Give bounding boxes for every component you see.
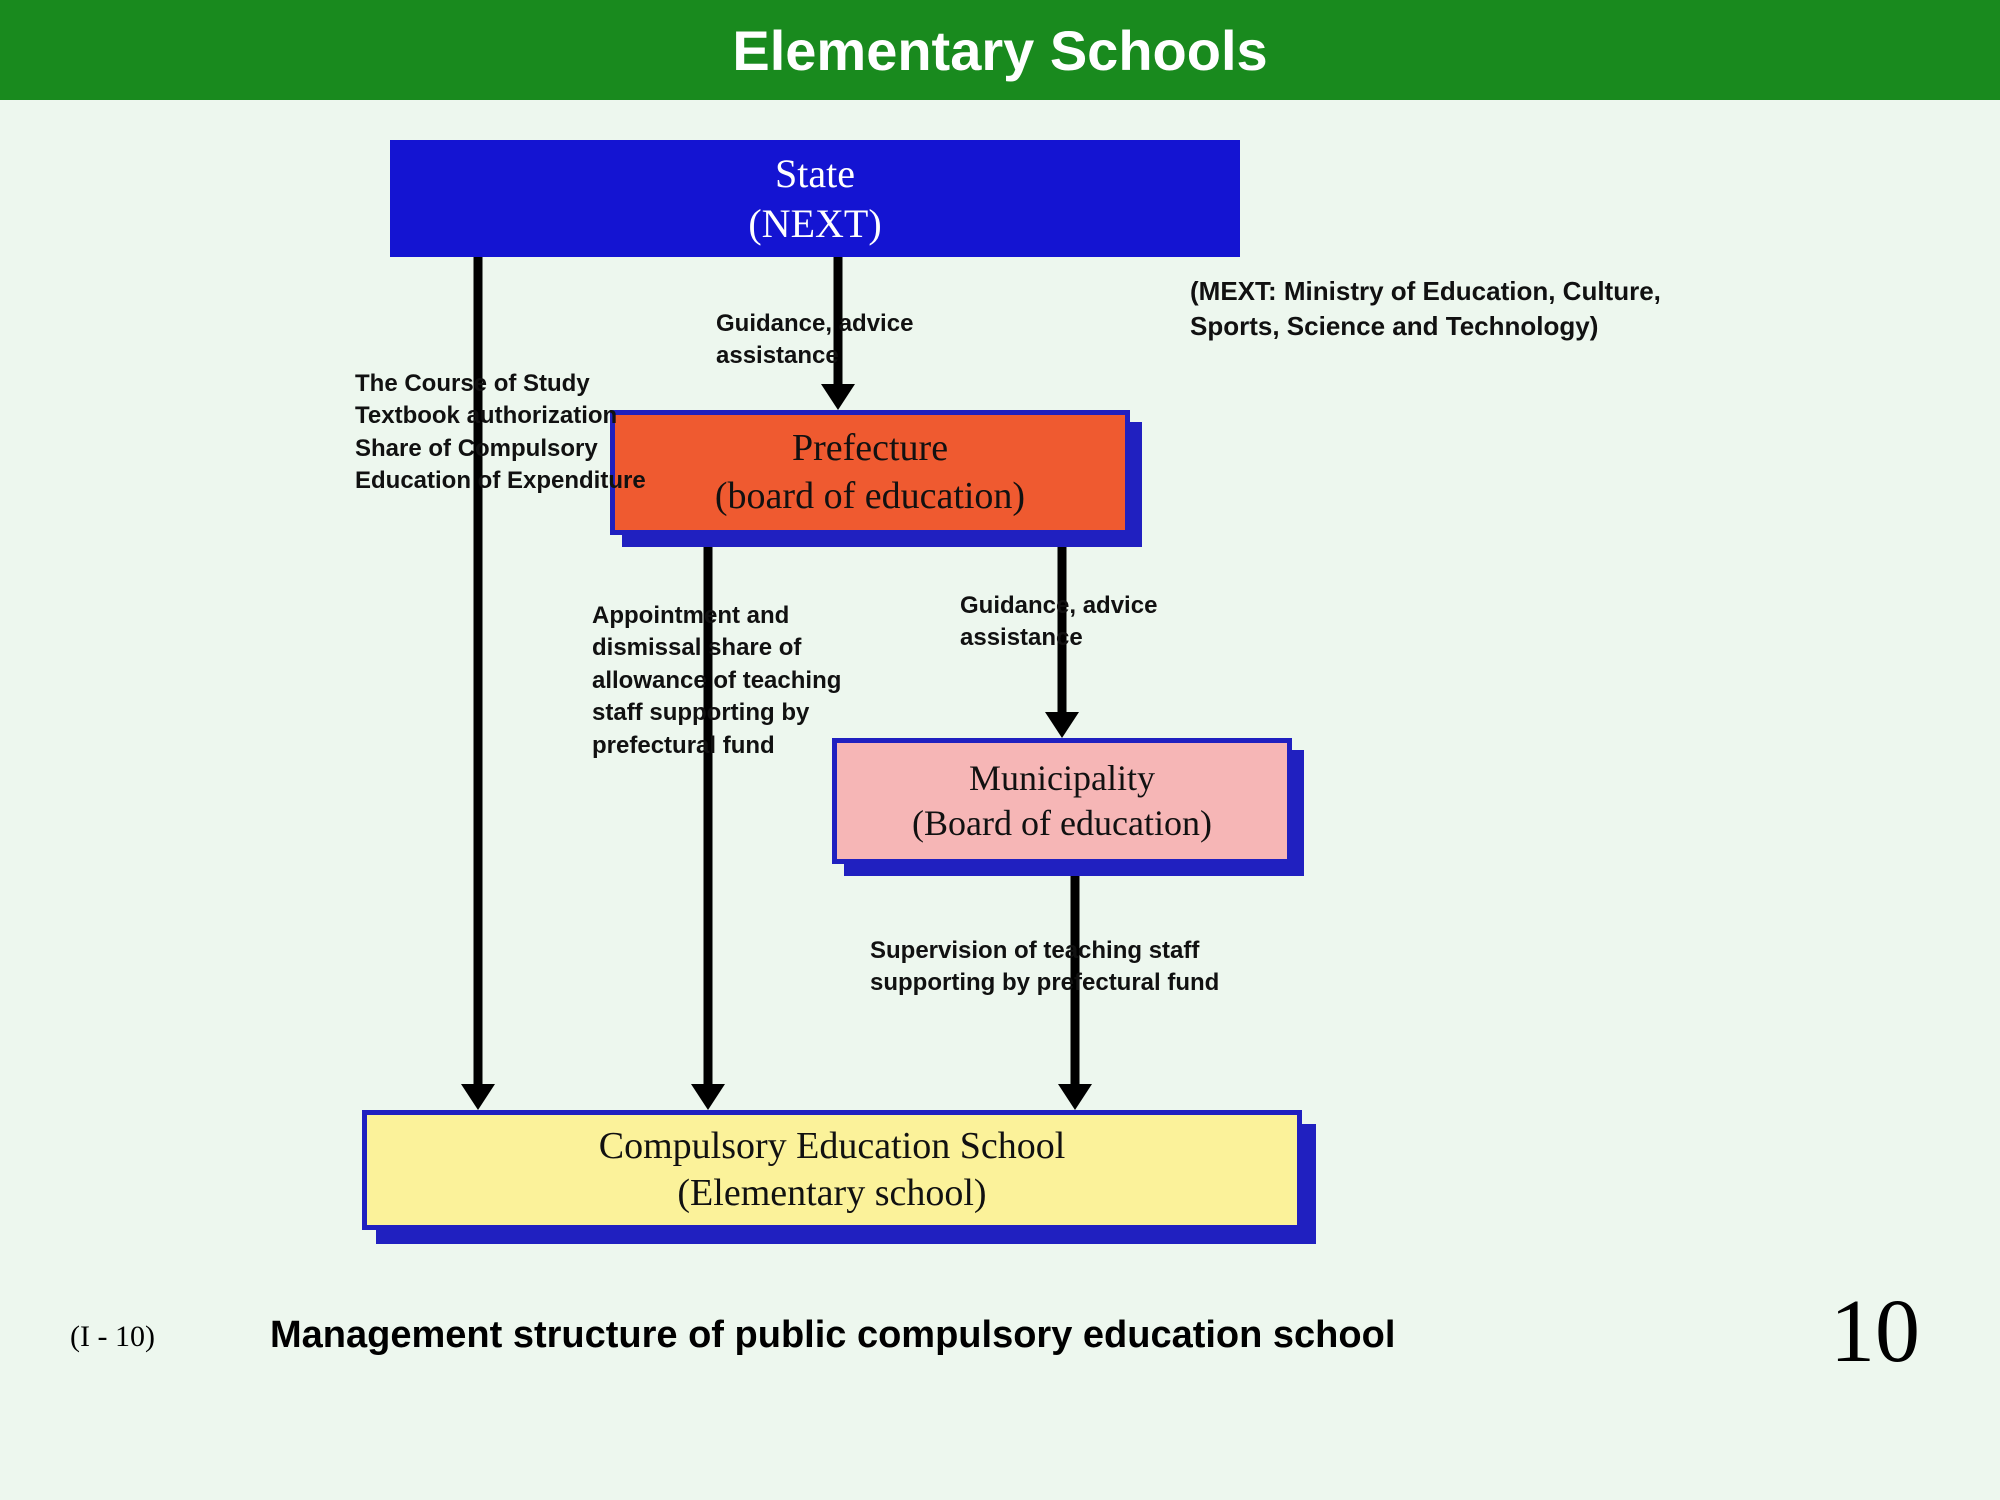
node-municipality-line1: Municipality [969, 756, 1155, 801]
node-state-line2: (NEXT) [748, 199, 881, 249]
label-mext-note: (MEXT: Ministry of Education, Culture, S… [1190, 274, 1750, 344]
footer-left-code: (I - 10) [70, 1320, 155, 1354]
node-prefecture-line1: Prefecture [792, 425, 948, 473]
node-school: Compulsory Education School (Elementary … [362, 1110, 1302, 1230]
node-prefecture-line2: (board of education) [715, 473, 1025, 521]
node-prefecture: Prefecture (board of education) [610, 410, 1130, 535]
node-school-line1: Compulsory Education School [599, 1123, 1066, 1171]
label-muni-down: Supervision of teaching staffsupporting … [870, 935, 1290, 1000]
node-municipality-line2: (Board of education) [912, 801, 1212, 846]
label-state-mid: Guidance, adviceassistance [716, 308, 976, 373]
page-title: Elementary Schools [732, 18, 1267, 83]
label-pref-right: Guidance, adviceassistance [960, 590, 1220, 655]
title-bar: Elementary Schools [0, 0, 2000, 100]
diagram-canvas: State (NEXT) Prefecture (board of educat… [0, 100, 2000, 1500]
node-state-line1: State [775, 149, 855, 199]
footer-caption: Management structure of public compulsor… [270, 1314, 1395, 1357]
label-pref-left: Appointment anddismissal share ofallowan… [592, 600, 892, 762]
node-municipality: Municipality (Board of education) [832, 738, 1292, 864]
node-school-line2: (Elementary school) [677, 1170, 986, 1218]
node-state: State (NEXT) [390, 140, 1240, 257]
page-number: 10 [1830, 1280, 1920, 1383]
label-state-left: The Course of StudyTextbook authorizatio… [355, 368, 685, 498]
